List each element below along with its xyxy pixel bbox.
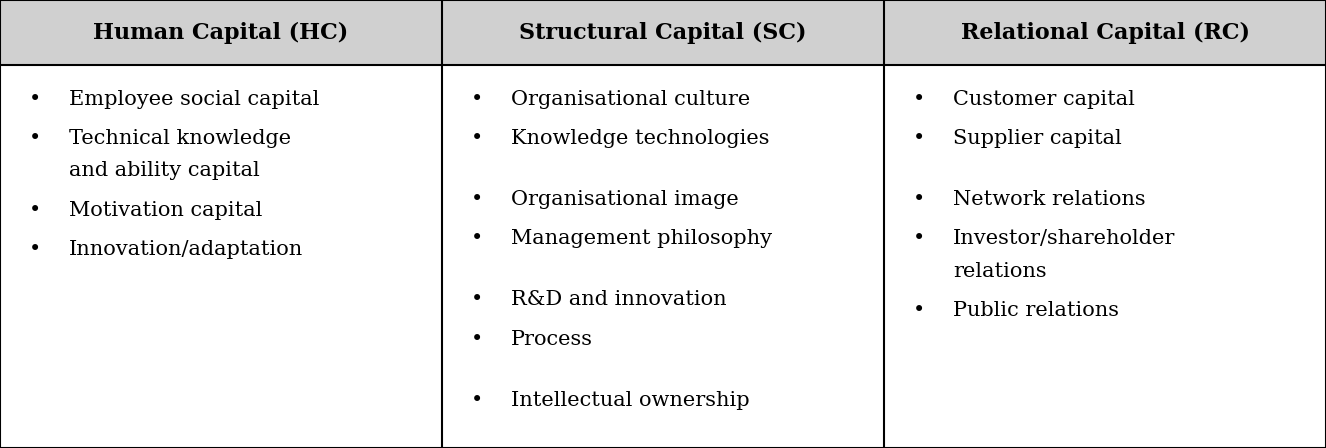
Text: Structural Capital (SC): Structural Capital (SC): [520, 22, 806, 43]
Text: •: •: [471, 90, 484, 108]
Text: Employee social capital: Employee social capital: [69, 90, 320, 108]
Text: •: •: [471, 129, 484, 148]
Text: Supplier capital: Supplier capital: [953, 129, 1122, 148]
Text: Human Capital (HC): Human Capital (HC): [93, 22, 349, 43]
Text: •: •: [471, 391, 484, 409]
Text: Customer capital: Customer capital: [953, 90, 1135, 108]
Text: •: •: [471, 290, 484, 309]
Text: Innovation/adaptation: Innovation/adaptation: [69, 240, 304, 259]
Text: •: •: [914, 190, 926, 209]
Text: Organisational image: Organisational image: [511, 190, 739, 209]
Text: •: •: [29, 201, 41, 220]
Text: relations: relations: [953, 262, 1046, 281]
Text: Technical knowledge: Technical knowledge: [69, 129, 292, 148]
Text: •: •: [914, 129, 926, 148]
Text: Knowledge technologies: Knowledge technologies: [511, 129, 769, 148]
Text: R&D and innovation: R&D and innovation: [511, 290, 727, 309]
Text: •: •: [914, 229, 926, 248]
Text: Public relations: Public relations: [953, 301, 1119, 320]
Text: Motivation capital: Motivation capital: [69, 201, 263, 220]
Text: •: •: [471, 229, 484, 248]
Text: •: •: [914, 90, 926, 108]
Text: Process: Process: [511, 330, 593, 349]
Text: •: •: [29, 90, 41, 108]
Text: Investor/shareholder: Investor/shareholder: [953, 229, 1175, 248]
Text: Relational Capital (RC): Relational Capital (RC): [960, 22, 1249, 43]
Text: Management philosophy: Management philosophy: [511, 229, 772, 248]
Text: •: •: [471, 190, 484, 209]
Text: •: •: [29, 240, 41, 259]
Text: •: •: [471, 330, 484, 349]
Text: Intellectual ownership: Intellectual ownership: [511, 391, 749, 409]
Text: Network relations: Network relations: [953, 190, 1146, 209]
Text: •: •: [29, 129, 41, 148]
Text: and ability capital: and ability capital: [69, 161, 260, 181]
Text: •: •: [914, 301, 926, 320]
Bar: [0, 0, 1326, 65]
Text: Organisational culture: Organisational culture: [511, 90, 751, 108]
